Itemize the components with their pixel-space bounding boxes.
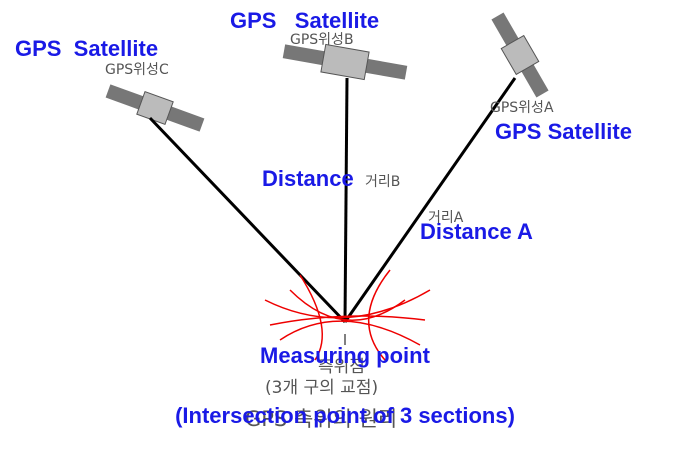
satellite-a [486, 10, 554, 101]
distance-lines [150, 78, 515, 322]
distance-korean-label: 거리B [365, 174, 400, 190]
satellite-korean-label: GPS위성C [105, 62, 169, 78]
point-note: (Intersection point of 3 sections) [160, 397, 530, 435]
point-label: Measuring point [260, 343, 431, 368]
satellite-label: GPS Satellite [15, 36, 158, 61]
satellite-korean-label: GPS위성B [290, 32, 354, 48]
point-korean-note: (3개 구의 교점) [265, 378, 378, 398]
page: GPS위성C GPS위성B GPS위성A 거리B 거리A 측위점 (3개 구의 … [0, 0, 690, 469]
distance-label: Distance [262, 166, 354, 191]
distance-label: Distance A [420, 219, 533, 244]
satellite-label: GPS Satellite [495, 119, 632, 144]
satellite-c [104, 80, 206, 137]
satellite-korean-label: GPS위성A [490, 100, 554, 116]
satellite-label: GPS Satellite [230, 8, 379, 33]
